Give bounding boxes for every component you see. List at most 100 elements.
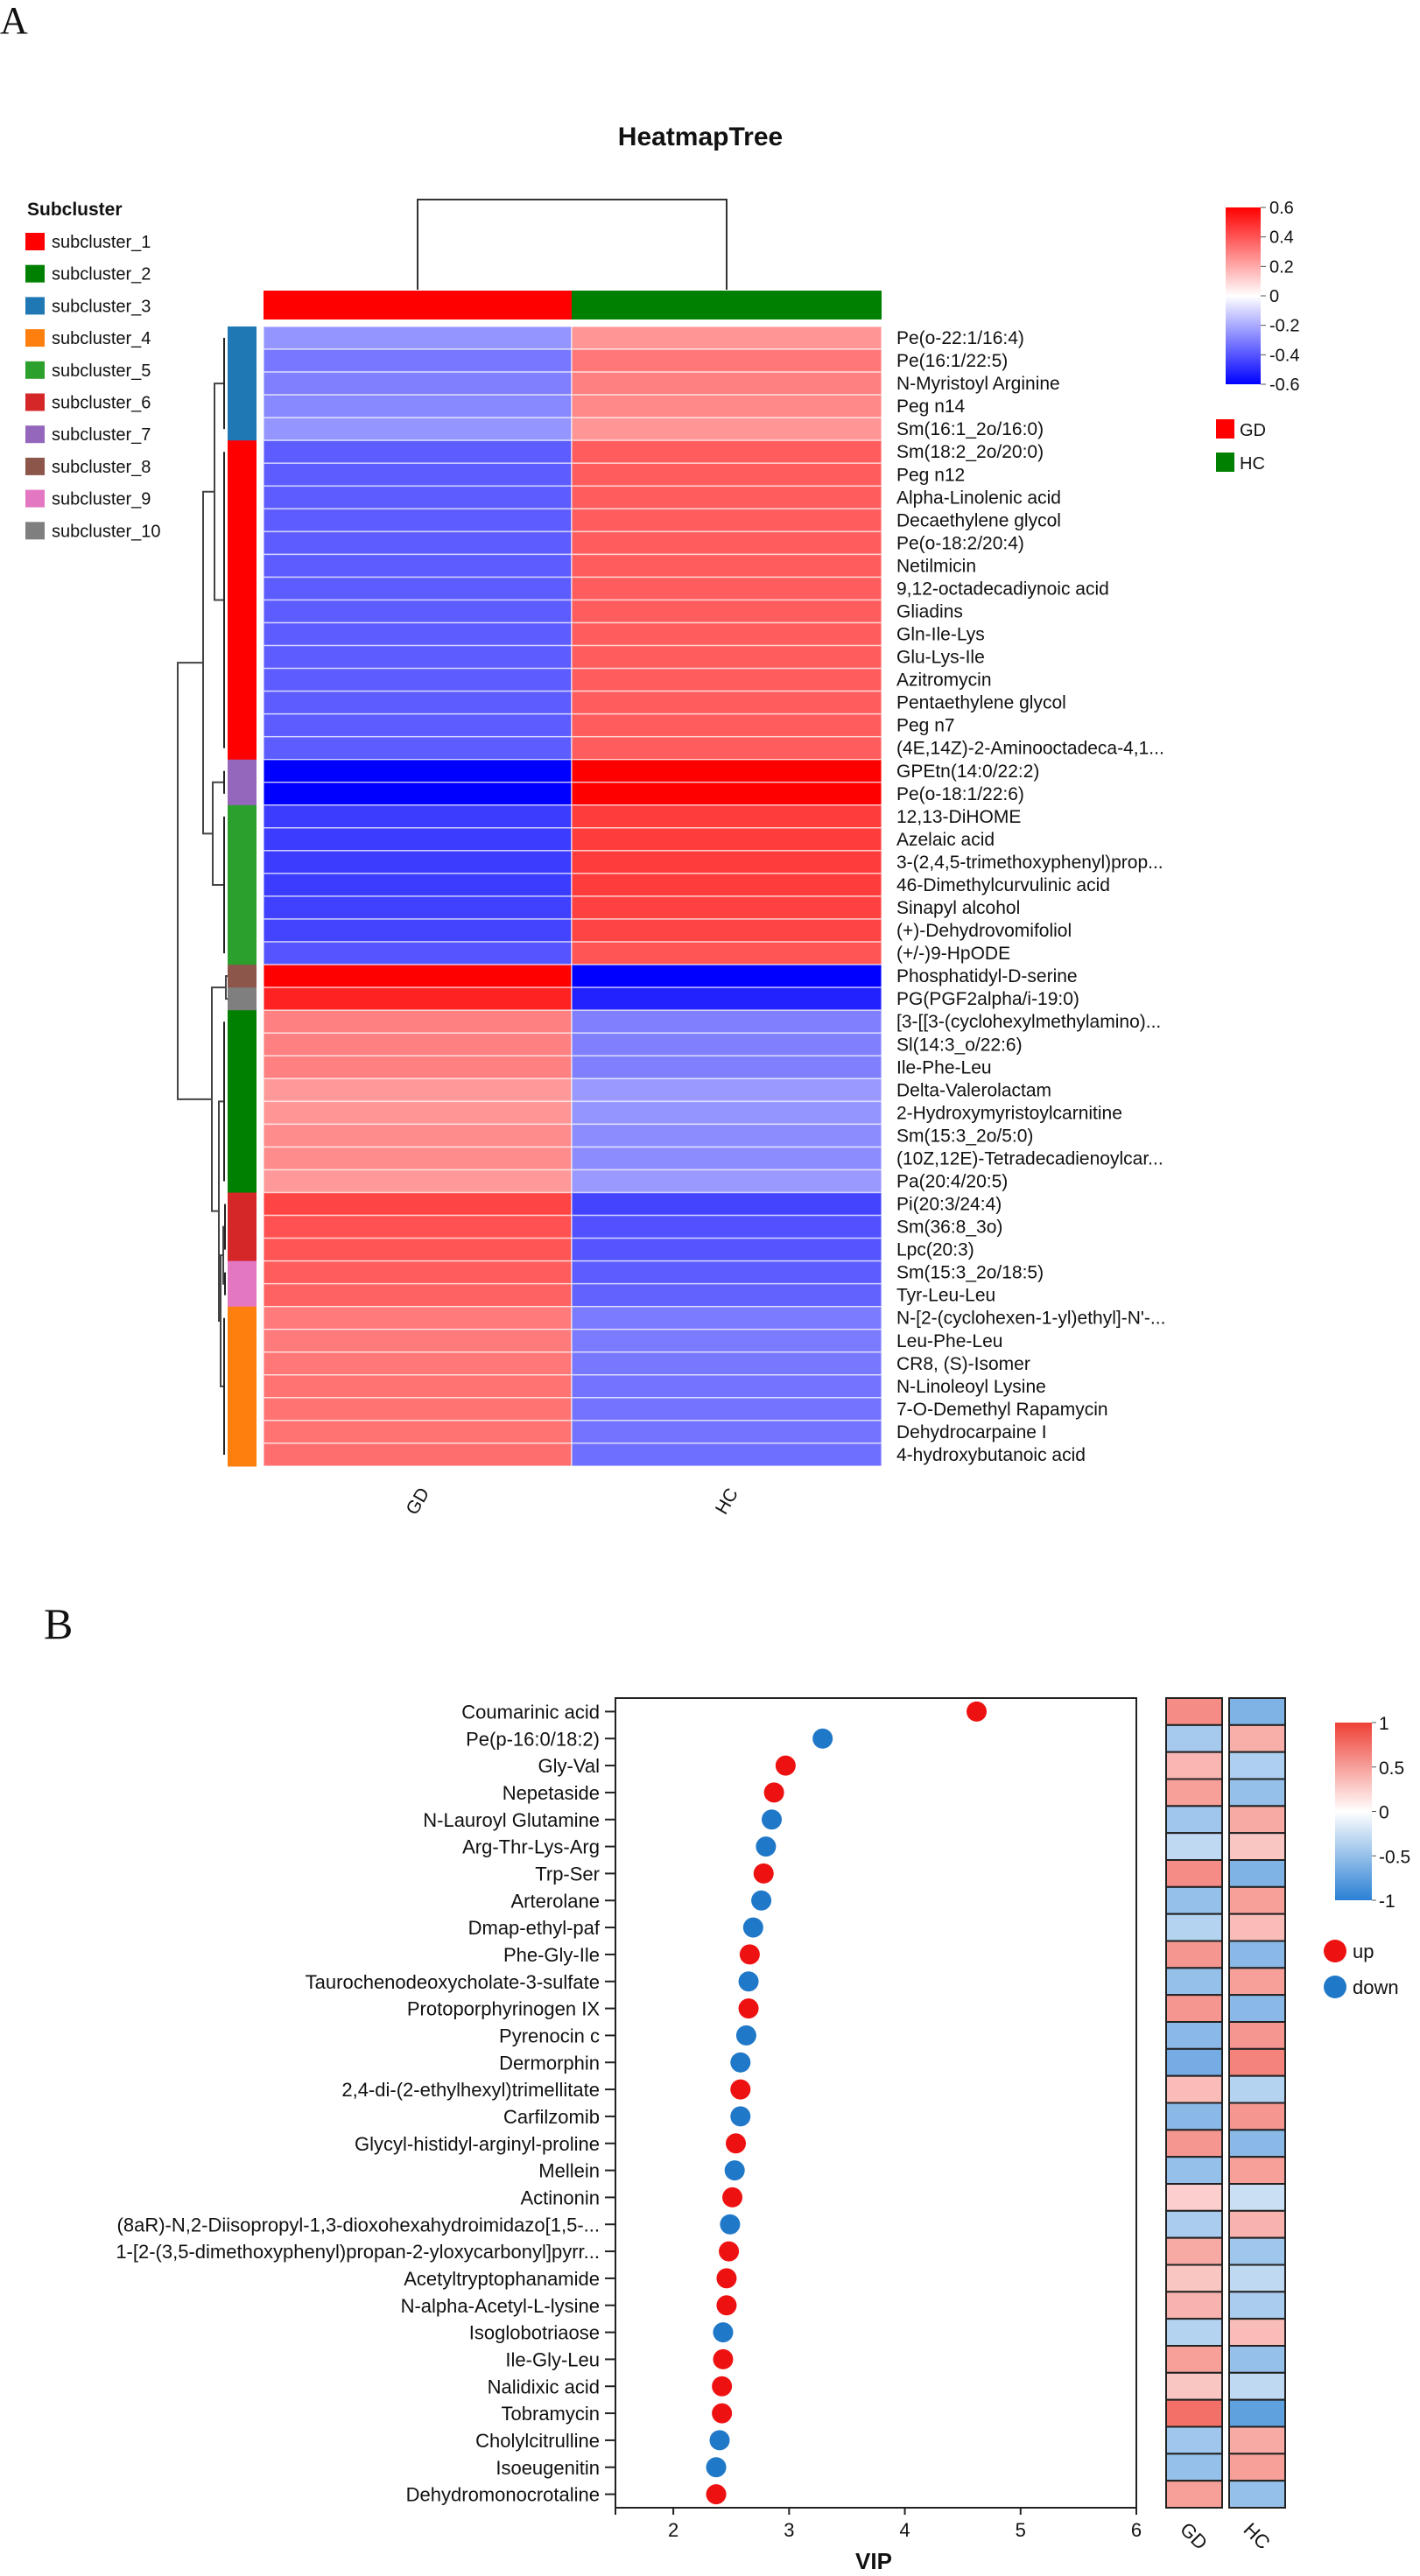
heatmap-cell-gd xyxy=(263,850,573,874)
heatmap-cell-gd xyxy=(263,782,573,806)
metabolite-label: 1-[2-(3,5-dimethoxyphenyl)propan-2-yloxy… xyxy=(116,2241,600,2263)
vip-heatmap-cell-hc xyxy=(1228,2156,1286,2186)
metabolite-label: Dehydromonocrotaline xyxy=(406,2484,600,2506)
subcluster-strip-cell xyxy=(228,1329,257,1353)
vip-heatmap-cell-hc xyxy=(1228,2102,1286,2131)
heatmap-cell-gd xyxy=(263,1442,573,1467)
heatmap-cell-gd xyxy=(263,986,573,1011)
vip-heatmap-cell-gd xyxy=(1165,2236,1223,2266)
row-dendrogram-branch xyxy=(225,975,228,1000)
metabolite-label: Protoporphyrinogen IX xyxy=(407,1998,600,2020)
subcluster-strip-cell xyxy=(228,782,257,806)
vip-point-up xyxy=(719,2241,740,2262)
vip-heatmap-cell-gd xyxy=(1165,1832,1223,1862)
heatmap-cell-gd xyxy=(263,1055,573,1080)
row-label: Alpha-Linolenic acid xyxy=(896,488,1061,508)
heatmap-cell-hc xyxy=(571,712,882,738)
legend-marker-up xyxy=(1324,1940,1346,1962)
metabolite-label: Cholylcitrulline xyxy=(475,2430,600,2452)
subcluster-strip-cell xyxy=(228,1374,257,1399)
heatmap-cell-gd xyxy=(263,895,573,920)
colorbar-a-tick-label: 0.4 xyxy=(1269,228,1294,248)
subcluster-strip-cell xyxy=(228,759,257,783)
vip-heatmap-cell-gd xyxy=(1165,2318,1223,2348)
subcluster-strip-cell xyxy=(228,691,257,715)
metabolite-label: Nepetaside xyxy=(503,1782,600,1804)
metabolite-label: Actinonin xyxy=(520,2186,600,2208)
subcluster-strip-cell xyxy=(228,1033,257,1056)
row-label: (+)-Dehydrovomifoliol xyxy=(896,921,1072,941)
vip-heatmap-cell-hc xyxy=(1228,2371,1286,2401)
vip-heatmap-cell-hc xyxy=(1228,2398,1286,2428)
row-label: N-Linoleoyl Lysine xyxy=(896,1377,1046,1397)
vip-heatmap-cell-hc xyxy=(1228,1751,1286,1780)
subcluster-strip-cell xyxy=(228,1124,257,1148)
subcluster-strip-cell xyxy=(228,463,257,487)
heatmap-cell-hc xyxy=(571,530,882,556)
group-legend-swatch-hc xyxy=(1216,453,1234,472)
vip-point-up xyxy=(739,1944,760,1965)
vip-heatmap-cell-gd xyxy=(1165,1940,1223,1969)
heatmap-cell-hc xyxy=(571,644,882,670)
vip-point-down xyxy=(713,2322,734,2343)
row-dendrogram-branch xyxy=(220,1254,224,1387)
row-label: Pentaethylene glycol xyxy=(896,693,1066,713)
heatmap-cell-hc xyxy=(571,508,882,533)
column-annotation-hc xyxy=(572,291,882,319)
vip-heatmap-cell-gd xyxy=(1165,2021,1223,2050)
row-label: GPEtn(14:0/22:2) xyxy=(896,762,1039,782)
vip-point-up xyxy=(722,2186,743,2207)
row-label: N-Myristoyl Arginine xyxy=(896,374,1060,394)
heatmap-cell-hc xyxy=(571,986,882,1011)
row-dendrogram-branch xyxy=(212,781,224,886)
vip-heatmap-cell-gd xyxy=(1165,2183,1223,2212)
heatmap-cell-gd xyxy=(263,621,573,647)
vip-heatmap-cell-gd xyxy=(1165,1778,1223,1807)
heatmap-cell-gd xyxy=(263,759,573,783)
metabolite-label: Dmap-ethyl-paf xyxy=(468,1917,601,1939)
row-label: Lpc(20:3) xyxy=(896,1240,974,1260)
vip-point-down xyxy=(812,1728,833,1749)
vip-point-up xyxy=(753,1863,774,1884)
subcluster-strip-cell xyxy=(228,942,257,965)
vip-heatmap-cell-hc xyxy=(1228,2318,1286,2348)
colorbar-a-tick-label: 0 xyxy=(1269,287,1279,306)
heatmap-cell-gd xyxy=(263,530,573,556)
subcluster-legend-swatch xyxy=(25,457,45,475)
heatmap-cell-hc xyxy=(571,1420,882,1444)
heatmap-title: HeatmapTree xyxy=(618,123,783,151)
row-label: Sm(15:3_2o/5:0) xyxy=(896,1126,1033,1146)
colorbar-a-tick-label: -0.2 xyxy=(1269,317,1299,336)
heatmap-cell-hc xyxy=(571,1169,882,1194)
subcluster-legend-swatch xyxy=(25,393,45,411)
subcluster-strip-cell xyxy=(228,896,257,920)
x-tick-label: 3 xyxy=(784,2519,794,2541)
row-label: (+/-)9-HpODE xyxy=(896,944,1010,964)
heatmap-cell-hc xyxy=(571,1214,882,1239)
metabolite-label: Pyrenocin c xyxy=(499,2025,600,2046)
metabolite-label: Coumarinic acid xyxy=(461,1701,600,1723)
heatmap-cell-gd xyxy=(263,873,573,897)
heatmap-cell-gd xyxy=(263,599,573,624)
heatmap-cell-hc xyxy=(571,1374,882,1399)
vip-heatmap-cell-gd xyxy=(1165,2102,1223,2131)
colorbar-a-tick-label: -0.6 xyxy=(1269,376,1299,395)
heatmap-cell-hc xyxy=(571,1077,882,1103)
row-label: Sm(36:8_3o) xyxy=(896,1218,1002,1238)
heatmap-cell-gd xyxy=(263,439,573,464)
colorbar-b xyxy=(1335,1723,1372,1900)
heatmap-cell-gd xyxy=(263,371,573,396)
row-label: 4-hydroxybutanoic acid xyxy=(896,1445,1086,1465)
heatmap-cell-gd xyxy=(263,576,573,601)
group-legend-swatch-gd xyxy=(1216,419,1234,439)
heatmap-cell-gd xyxy=(263,462,573,488)
heatmap-cell-hc xyxy=(571,326,882,350)
subcluster-strip-cell xyxy=(228,372,257,396)
metabolite-label: Trp-Ser xyxy=(535,1863,600,1885)
row-label: 46-Dimethylcurvulinic acid xyxy=(896,875,1110,895)
row-label: 7-O-Demethyl Rapamycin xyxy=(896,1400,1108,1420)
subcluster-strip-cell xyxy=(228,1238,257,1262)
heatmap-cell-hc xyxy=(571,850,882,874)
vip-heatmap-cell-gd xyxy=(1165,2156,1223,2186)
